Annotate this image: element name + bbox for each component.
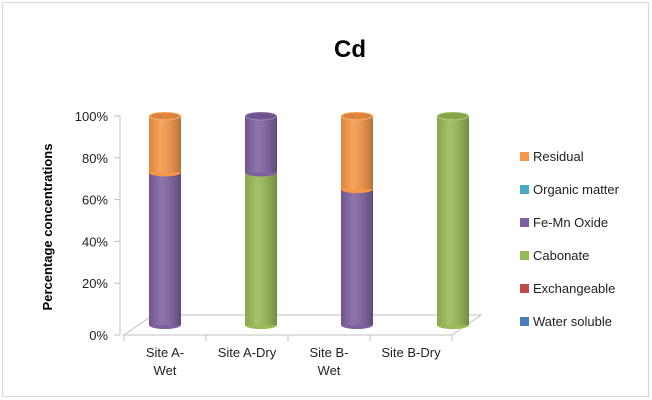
legend-swatch [520,284,529,293]
legend-swatch [520,185,529,194]
bar-top-cap [340,111,374,121]
x-axis: Site A-Wet Site A-Dry Site B-Wet Site B-Dry [123,334,453,378]
bar-top-cap [244,111,278,121]
bar-top-cap [148,111,182,121]
bar-segment [149,172,181,329]
x-tick-label: Site A-Wet [146,345,184,378]
x-tick-label: Site A-Dry [218,345,277,360]
legend: Residual Organic matter Fe-Mn Oxide Cabonat… [520,149,620,329]
y-tick-label: 80% [82,151,108,166]
legend-item: Water soluble [520,314,612,329]
bar-segment [341,189,373,329]
y-tick-label: 20% [82,276,108,291]
legend-item: Exchangeable [520,281,615,296]
bar-segment [244,111,278,177]
legend-label: Water soluble [533,314,612,329]
legend-label: Exchangeable [533,281,615,296]
bar-top-cap [436,111,470,121]
legend-label: Fe-Mn Oxide [533,215,608,230]
legend-item: Cabonate [520,248,589,263]
legend-label: Organic matter [533,182,620,197]
x-tick-label: Site B-Wet [309,345,348,378]
legend-swatch [520,218,529,227]
bar-segment [340,111,374,194]
y-tick-label: 100% [75,109,109,124]
bar-segment [436,111,470,329]
legend-swatch [520,251,529,260]
bar-segment [245,172,277,329]
chart-title: Cd [334,36,366,63]
y-tick-label: 0% [89,328,108,343]
legend-swatch [520,317,529,326]
y-tick-label: 40% [82,234,108,249]
legend-item: Residual [520,149,584,164]
bar-segment [148,111,182,177]
y-axis-title: Percentage concentrations [40,144,55,311]
legend-item: Organic matter [520,182,620,197]
legend-label: Cabonate [533,248,589,263]
y-tick-label: 60% [82,193,108,208]
y-axis: 0% 20% 40% 60% 80% 100% [75,109,121,343]
legend-item: Fe-Mn Oxide [520,215,608,230]
x-tick-label: Site B-Dry [381,345,441,360]
bar-series [148,111,470,329]
legend-label: Residual [533,149,584,164]
legend-swatch [520,152,529,161]
